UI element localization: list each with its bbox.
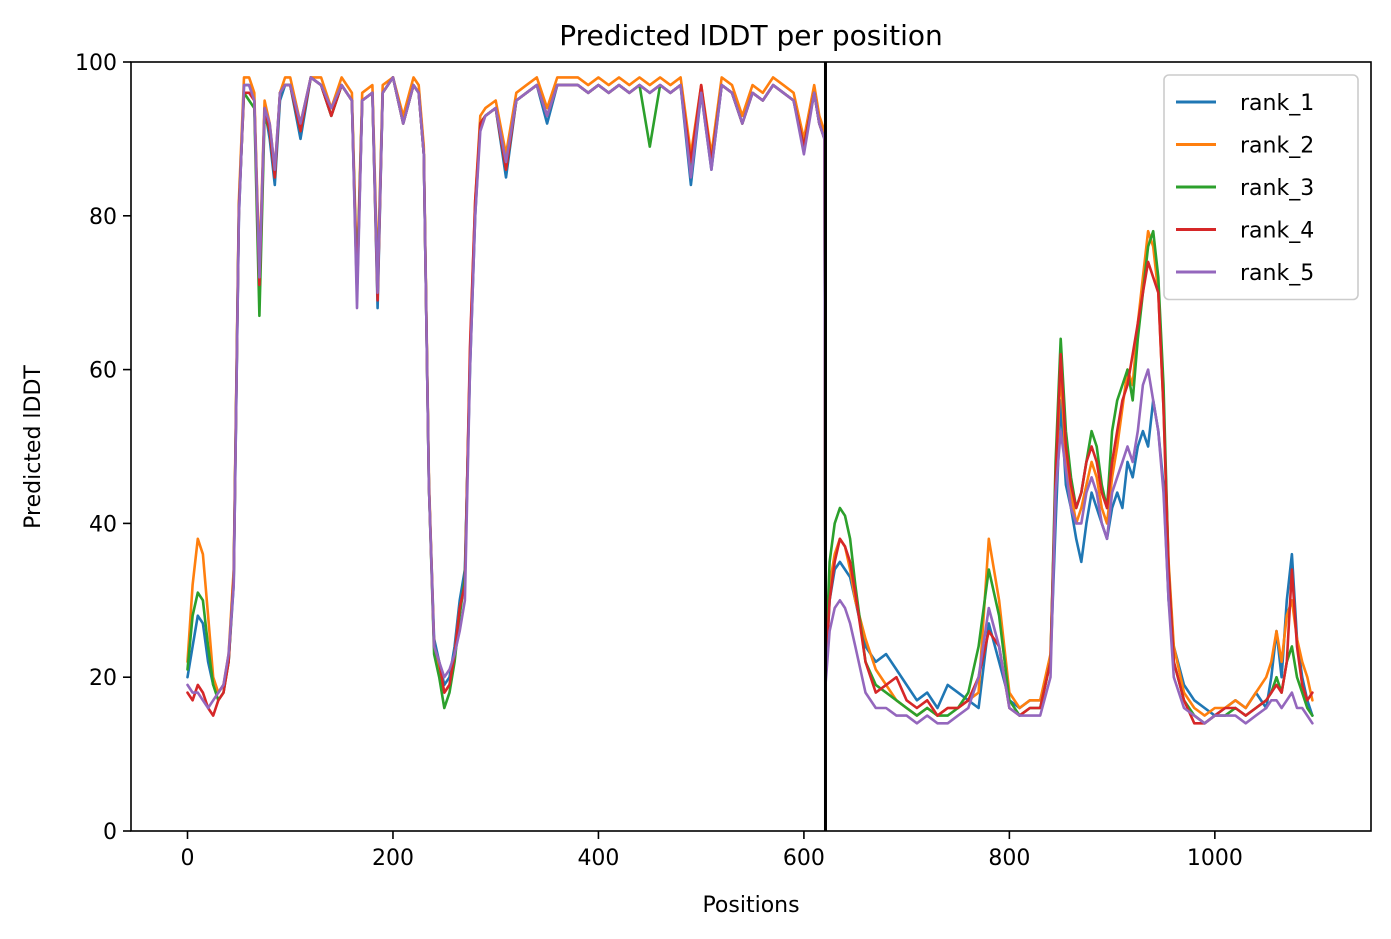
legend-label: rank_1: [1240, 91, 1314, 116]
chart-title: Predicted lDDT per position: [559, 19, 943, 52]
series-line-rank-2: [186, 76, 1314, 717]
legend-label: rank_2: [1240, 134, 1314, 159]
series-line-rank-3: [186, 76, 1314, 725]
plot-frame: [130, 61, 1372, 832]
x-tick-label: 200: [372, 846, 414, 871]
series-line-rank-5: [186, 76, 1314, 725]
y-tick-label: 60: [89, 359, 117, 384]
x-tick-label: 800: [988, 846, 1030, 871]
y-tick-label: 20: [89, 666, 117, 691]
legend: rank_1 rank_2 rank_3 rank_4 rank_5: [1163, 74, 1359, 301]
legend-entry-rank-2: rank_2: [1176, 134, 1314, 159]
series-line-rank-4: [186, 76, 1314, 725]
y-tick-label: 0: [103, 820, 117, 845]
legend-label: rank_4: [1240, 219, 1314, 244]
x-tick-label: 0: [181, 846, 195, 871]
x-axis: 0 200 400 600 800 1000: [181, 831, 1243, 871]
y-tick-label: 100: [75, 51, 117, 76]
y-axis: 0 20 40 60 80 100: [75, 51, 131, 845]
series-line-rank-1: [186, 76, 1314, 717]
y-tick-label: 40: [89, 512, 117, 537]
plot-area: [130, 61, 1372, 832]
x-axis-title: Positions: [702, 893, 799, 918]
legend-label: rank_5: [1240, 261, 1314, 286]
legend-entry-rank-3: rank_3: [1176, 176, 1314, 201]
legend-entry-rank-1: rank_1: [1176, 91, 1314, 116]
x-tick-label: 400: [577, 846, 619, 871]
x-tick-label: 600: [783, 846, 825, 871]
x-tick-label: 1000: [1187, 846, 1243, 871]
legend-entry-rank-5: rank_5: [1176, 261, 1314, 286]
legend-box: [1163, 74, 1359, 301]
y-axis-title: Predicted lDDT: [21, 365, 46, 529]
y-tick-label: 80: [89, 205, 117, 230]
legend-label: rank_3: [1240, 176, 1314, 201]
legend-entry-rank-4: rank_4: [1176, 219, 1314, 244]
